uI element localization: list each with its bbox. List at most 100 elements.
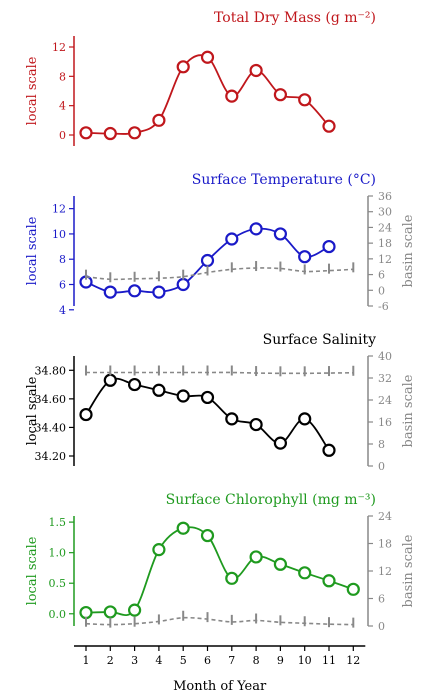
data-point (249, 550, 263, 564)
x-tick-label: 7 (228, 654, 235, 667)
left-tick-label: 0.0 (49, 608, 67, 621)
x-tick-label: 2 (107, 654, 114, 667)
basin-series-line (85, 267, 354, 281)
data-point (322, 443, 336, 457)
data-point (298, 412, 312, 426)
data-point (249, 417, 263, 432)
left-tick-label: 0 (59, 129, 66, 142)
right-tick-label: 0 (378, 284, 385, 297)
left-tick-label: 6 (59, 279, 66, 292)
x-tick-label: 12 (346, 654, 360, 667)
left-tick-label: 1.0 (49, 547, 67, 560)
x-tick-label: 4 (155, 654, 162, 667)
left-tick-label: 34.20 (35, 450, 67, 463)
right-tick-label: 0 (378, 460, 385, 473)
right-tick-label: 36 (378, 190, 392, 203)
data-point (79, 605, 93, 620)
series-line (85, 377, 330, 451)
data-point (103, 373, 117, 387)
left-tick-label: 1.5 (49, 516, 67, 529)
data-point (200, 50, 215, 64)
right-tick-label: 24 (378, 221, 392, 234)
data-point (128, 377, 142, 392)
data-point (322, 119, 336, 133)
right-tick-label: 24 (378, 394, 392, 407)
x-tick-label: 10 (298, 654, 312, 667)
x-tick-label: 3 (131, 654, 138, 667)
basin-series-line (85, 616, 354, 626)
data-point (322, 239, 336, 254)
x-tick-label: 1 (83, 654, 90, 667)
data-point (103, 285, 117, 299)
right-tick-label: 30 (378, 206, 392, 219)
left-tick-label: 12 (52, 203, 66, 216)
data-point (273, 88, 287, 102)
left-tick-label: 34.80 (35, 364, 67, 377)
left-tick-label: 10 (52, 228, 66, 241)
data-point (298, 566, 312, 580)
x-axis-label: Month of Year (173, 679, 267, 694)
data-point (322, 574, 336, 588)
x-tick-label: 6 (204, 654, 211, 667)
right-tick-label: 16 (378, 416, 392, 429)
left-tick-label: 0.5 (49, 577, 67, 590)
data-point (128, 284, 142, 298)
data-point (200, 253, 215, 268)
left-tick-label: 12 (52, 41, 66, 54)
right-tick-label: 0 (378, 620, 385, 633)
data-point (225, 571, 239, 585)
panel-2: Surface Temperature (°C) 4 6 8 10 12 local sca… (25, 172, 416, 317)
right-tick-label: 12 (378, 253, 392, 266)
y2-axis-label: basin scale (401, 374, 416, 447)
right-tick-label: 6 (378, 593, 385, 606)
data-point (249, 63, 263, 78)
y-axis-label: local scale (25, 536, 40, 605)
data-point (152, 113, 166, 127)
x-tick-label: 9 (277, 654, 284, 667)
x-tick-label: 11 (322, 654, 336, 667)
data-point (79, 407, 93, 422)
y-axis-label: local scale (25, 216, 40, 285)
panel-1: Total Dry Mass (g m⁻²) 0 4 8 12 local scale (25, 10, 376, 146)
data-point (152, 383, 166, 397)
series-line (85, 54, 330, 135)
panel-3: Surface Salinity 34.20 34.40 34.60 34.80loca… (25, 332, 416, 473)
panel-title: Surface Chlorophyll (mg m⁻³) (166, 492, 376, 508)
right-tick-label: -6 (378, 300, 389, 313)
right-tick-label: 18 (378, 538, 392, 551)
panel-title: Surface Salinity (263, 332, 376, 348)
y-axis-label: local scale (25, 56, 40, 125)
y-axis-label: local scale (25, 376, 40, 445)
right-tick-label: 8 (378, 438, 385, 451)
data-point (103, 126, 117, 141)
data-point (200, 390, 215, 405)
right-tick-label: 40 (378, 350, 392, 363)
x-tick-label: 5 (180, 654, 187, 667)
data-point (346, 582, 360, 596)
data-point (128, 126, 142, 140)
data-point (176, 60, 190, 74)
panel-title: Surface Temperature (°C) (192, 172, 376, 188)
panel-4: Surface Chlorophyll (mg m⁻³) 0.0 0.5 1.0 1.5… (25, 492, 416, 694)
data-point (152, 543, 166, 557)
data-point (128, 603, 142, 617)
data-point (298, 93, 312, 107)
left-tick-label: 8 (59, 253, 66, 266)
data-point (103, 605, 117, 619)
data-point (225, 89, 239, 103)
left-tick-label: 34.60 (35, 393, 67, 406)
y2-axis-label: basin scale (401, 534, 416, 607)
data-point (225, 232, 239, 246)
right-tick-label: 24 (378, 510, 392, 523)
left-tick-label: 34.40 (35, 421, 67, 434)
right-tick-label: 32 (378, 372, 392, 385)
left-tick-label: 4 (59, 304, 66, 317)
data-point (273, 557, 287, 571)
right-tick-label: 6 (378, 269, 385, 282)
data-point (176, 521, 190, 535)
data-point (200, 528, 215, 543)
x-tick-label: 8 (253, 654, 260, 667)
panel-title: Total Dry Mass (g m⁻²) (214, 10, 376, 26)
data-point (79, 126, 93, 140)
